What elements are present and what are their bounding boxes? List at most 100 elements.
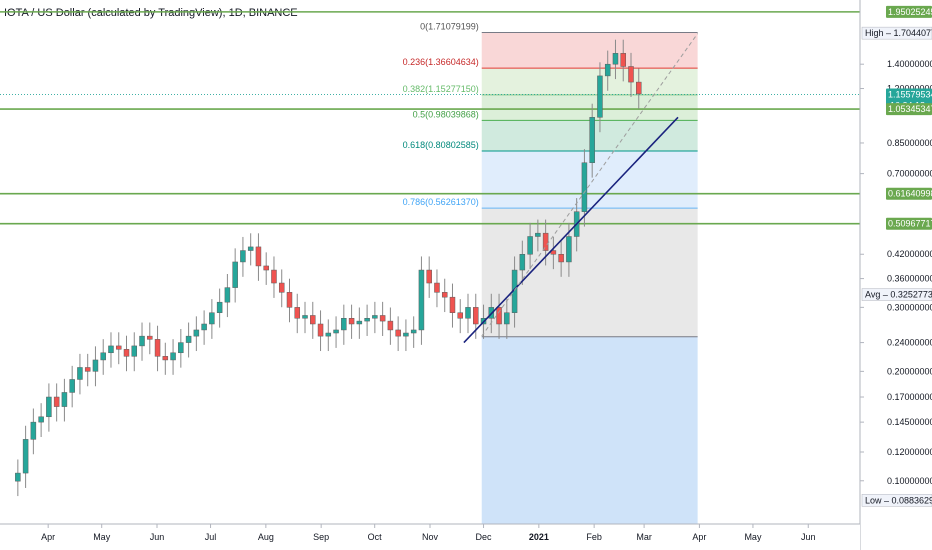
candle-body: [224, 287, 231, 303]
candle-body: [255, 246, 262, 267]
y-tick-label: 0.85000000: [887, 138, 932, 148]
candle-body: [426, 269, 432, 284]
candle-body: [100, 352, 106, 361]
candle-body: [115, 345, 122, 350]
candle-body: [348, 318, 355, 325]
candle-body: [542, 232, 549, 251]
candle-body: [410, 329, 417, 334]
marker-badge: [861, 288, 932, 301]
y-tick-label: 0.17000000: [887, 392, 932, 402]
candle-body: [504, 312, 510, 325]
candle-body: [418, 269, 425, 331]
candle-body: [201, 323, 207, 331]
candle-body: [403, 332, 409, 337]
x-tick-label: Apr: [692, 532, 706, 542]
y-tick-label: 0.20000000: [887, 366, 932, 376]
x-tick-label: May: [93, 532, 111, 542]
candle-body: [356, 320, 363, 325]
x-tick-label: Apr: [41, 532, 55, 542]
candle-body: [69, 379, 75, 393]
candle-body: [612, 53, 619, 65]
candle-body: [263, 265, 269, 271]
marker-badge: [861, 494, 932, 507]
marker-badge: [861, 26, 932, 40]
candle-body: [193, 329, 200, 337]
price-badge-value: 0.61640998: [888, 189, 932, 199]
candle-body: [131, 345, 138, 357]
price-badge-value: 1.15579534: [888, 89, 932, 99]
fib-band-0: [481, 32, 698, 69]
fib-label-0.618: 0.618(0.80802585): [403, 140, 479, 150]
candle-body: [53, 396, 60, 407]
x-tick-label: Jun: [801, 532, 816, 542]
candle-body: [77, 367, 83, 380]
candle-body: [519, 253, 526, 271]
candle-body: [628, 66, 634, 83]
candle-body: [38, 416, 44, 423]
candle-body: [457, 312, 463, 319]
trend-line: [463, 116, 679, 344]
x-tick-label: Sep: [313, 532, 329, 542]
candle-body: [566, 236, 572, 263]
candle-body: [372, 315, 378, 319]
fib-label-0: 0(1.71079199): [420, 22, 479, 32]
candle-body: [15, 472, 21, 482]
candle-body: [465, 307, 471, 319]
x-tick-label: Oct: [368, 532, 383, 542]
chart-title: IOTA / US Dollar (calculated by TradingV…: [4, 7, 298, 19]
candle-body: [139, 335, 145, 347]
candle-body: [247, 246, 254, 251]
candle-body: [147, 335, 153, 340]
marker-label: High – 1.70440770: [865, 28, 932, 38]
fib-label-0.382: 0.382(1.15277150): [403, 84, 479, 94]
candle-body: [449, 296, 456, 313]
candle-body: [581, 162, 588, 212]
y-tick-label: 0.10000000: [887, 476, 932, 486]
candle-body: [294, 307, 301, 319]
candle-body: [271, 269, 277, 284]
candle-body: [620, 53, 626, 67]
candle-body: [535, 232, 541, 237]
candle-body: [185, 335, 192, 343]
x-tick-label: May: [744, 532, 762, 542]
candle-body: [92, 359, 99, 372]
x-tick-label: Aug: [258, 532, 274, 542]
candle-body: [46, 396, 52, 418]
x-tick-label: Jun: [150, 532, 165, 542]
price-badge-value: 1.95025245: [888, 7, 932, 17]
y-tick-label: 0.42000000: [887, 249, 932, 259]
candle-body: [286, 292, 293, 308]
price-badge: [886, 217, 932, 230]
candle-body: [310, 315, 316, 325]
candle-body: [317, 323, 324, 337]
fib-band-0.236: [481, 68, 698, 95]
candle-body: [170, 352, 176, 361]
time-axis-panel: [0, 524, 860, 550]
x-tick-label: Dec: [476, 532, 493, 542]
candle-body: [527, 236, 533, 255]
candle-body: [61, 392, 68, 407]
candle-body: [278, 282, 285, 293]
candle-body: [84, 367, 91, 372]
fib-band-0.382: [481, 94, 698, 121]
fib-label-0.5: 0.5(0.98039868): [413, 109, 479, 119]
y-tick-label: 1.40000000: [887, 59, 932, 69]
y-tick-label: 0.36000000: [887, 274, 932, 284]
fib-band-0.786: [481, 208, 698, 337]
x-tick-label: Feb: [586, 532, 602, 542]
candle-body: [434, 282, 440, 293]
candle-body: [22, 439, 29, 474]
y-tick-label: 0.12000000: [887, 447, 932, 457]
x-tick-label: 2021: [529, 532, 549, 542]
price-badge-value: 1.05345347: [888, 104, 932, 114]
candle-body: [302, 315, 308, 319]
candle-body: [636, 81, 642, 95]
fib-label-0.786: 0.786(0.56261370): [403, 197, 479, 207]
candle-body: [395, 329, 401, 337]
candle-body: [30, 421, 37, 440]
fib-label-0.236: 0.236(1.36604634): [403, 57, 479, 67]
candle-body: [325, 332, 332, 337]
candle-body: [473, 307, 479, 325]
y-tick-label: 0.30000000: [887, 302, 932, 312]
